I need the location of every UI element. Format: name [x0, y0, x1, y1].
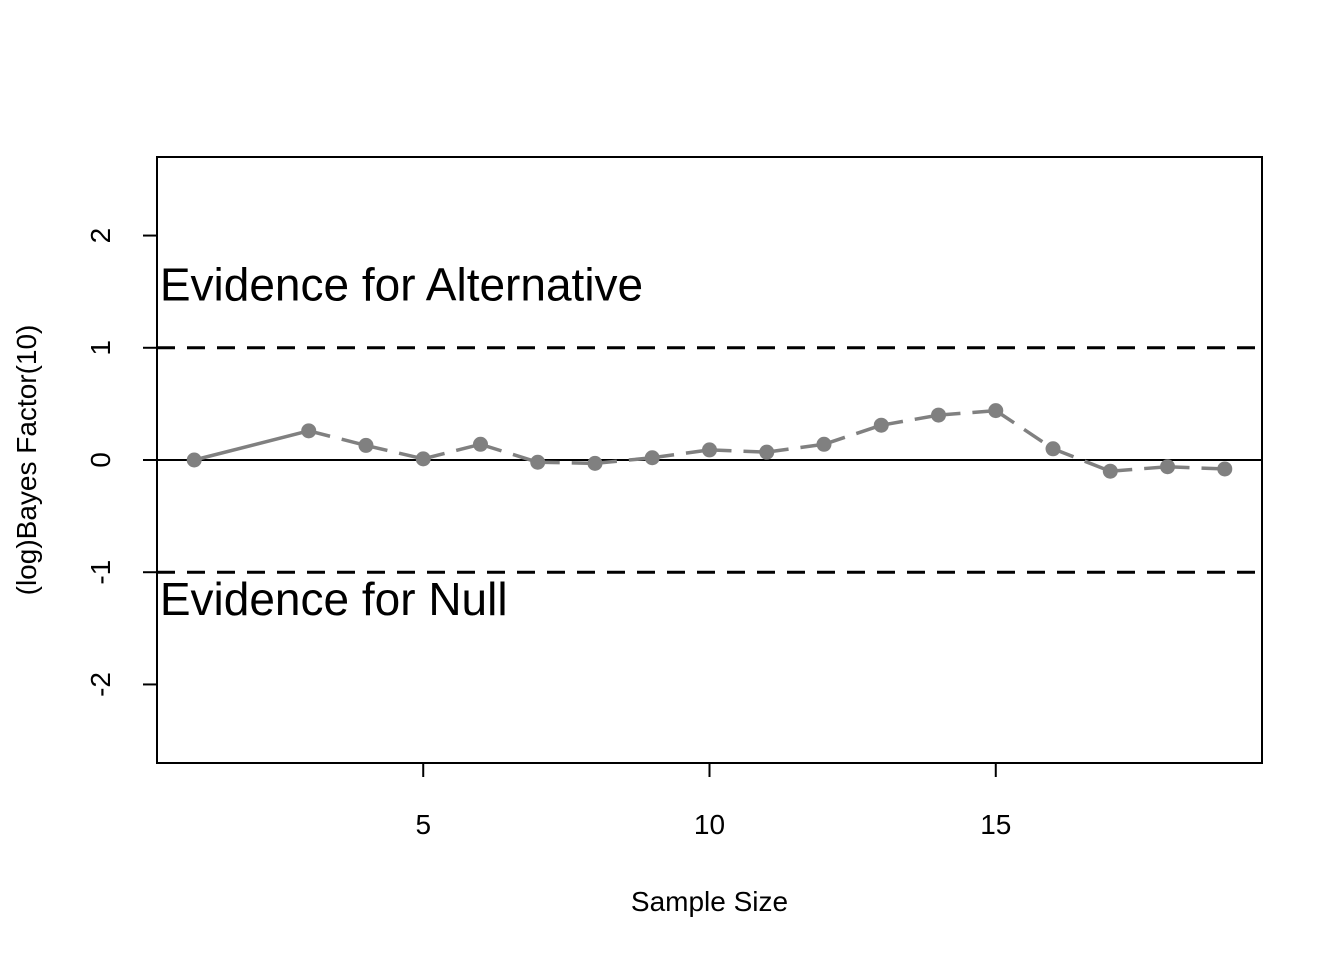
data-point	[472, 436, 488, 452]
series-segment	[1110, 464, 1168, 473]
series-segment	[880, 413, 939, 427]
series-segment	[766, 442, 825, 454]
y-axis: -2 -1 0 1 2	[85, 228, 157, 697]
series-segment	[365, 443, 424, 461]
series-segment	[994, 409, 1054, 451]
series-layer	[186, 403, 1233, 479]
data-point	[644, 450, 660, 466]
region-label: Evidence for Null	[160, 573, 508, 625]
y-tick-label: 2	[85, 228, 116, 244]
data-point	[415, 451, 431, 467]
series-segment	[537, 460, 596, 466]
series-segment	[479, 442, 539, 464]
x-tick-label: 15	[980, 809, 1011, 840]
series-segment	[1167, 464, 1225, 471]
x-axis: 5 10 15	[415, 763, 1011, 840]
series-segment	[938, 408, 996, 417]
y-tick-label: 0	[85, 452, 116, 468]
y-axis-title: (log)Bayes Factor(10)	[11, 325, 42, 596]
data-point	[186, 452, 202, 468]
data-point	[530, 454, 546, 470]
data-point	[702, 442, 717, 458]
series-segment	[594, 456, 653, 466]
x-axis-title: Sample Size	[631, 886, 788, 917]
x-tick-label: 5	[415, 809, 431, 840]
data-point	[1102, 463, 1118, 479]
data-point	[1160, 459, 1176, 475]
annotation-layer: Evidence for Alternative Evidence for Nul…	[160, 259, 643, 625]
data-point	[301, 423, 317, 439]
series-segment	[823, 423, 882, 446]
series-segment	[422, 442, 481, 461]
data-point	[759, 444, 775, 460]
y-tick-label: 1	[85, 340, 116, 356]
series-segment	[193, 429, 310, 462]
data-point	[873, 417, 889, 433]
data-point	[931, 407, 947, 423]
data-point	[587, 455, 603, 471]
series-segment	[1052, 447, 1111, 473]
x-tick-label: 10	[694, 809, 725, 840]
series-segment	[652, 448, 710, 460]
data-point	[1045, 441, 1061, 457]
data-point	[358, 437, 374, 453]
data-point	[988, 403, 1004, 419]
series-segment	[308, 429, 367, 448]
y-tick-label: -2	[85, 672, 116, 697]
region-label: Evidence for Alternative	[160, 259, 643, 311]
data-point	[1217, 461, 1233, 477]
reference-lines	[157, 346, 1262, 574]
y-tick-label: -1	[85, 560, 116, 585]
data-point	[816, 436, 832, 452]
series-segment	[709, 448, 767, 454]
